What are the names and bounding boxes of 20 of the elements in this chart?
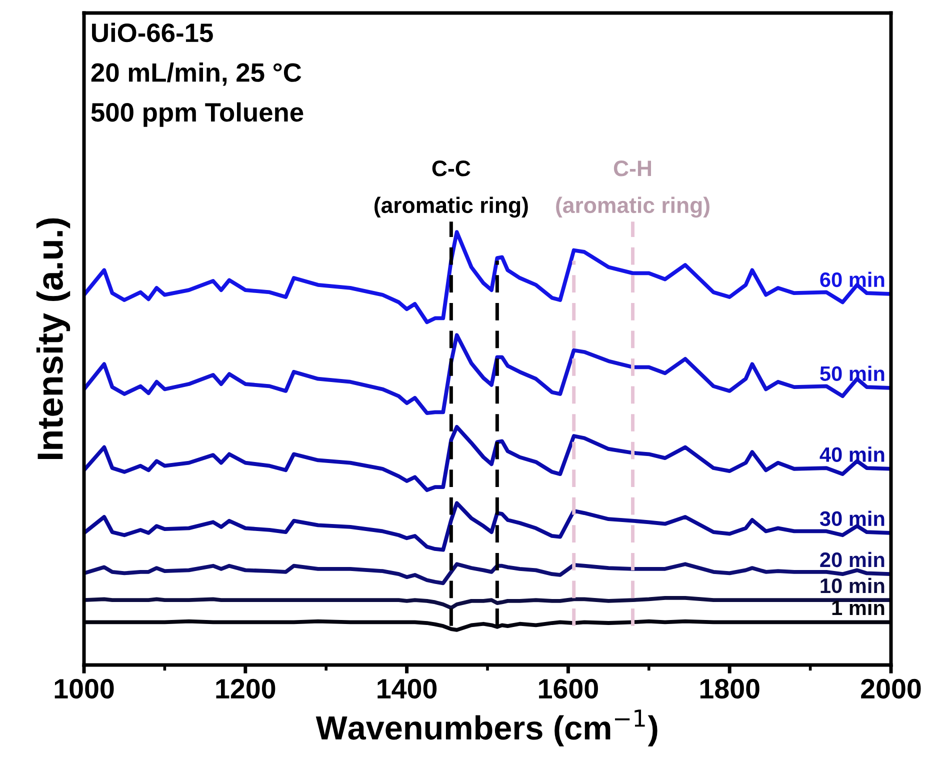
- series-label: 60 min: [820, 272, 884, 288]
- x-tick-label: 1800: [700, 678, 760, 699]
- series-label: 20 min: [820, 552, 884, 568]
- x-tick-label: 1200: [216, 678, 276, 699]
- x-tick-label: 1000: [54, 678, 114, 699]
- series-label: 1 min: [832, 600, 884, 616]
- series-label: 40 min: [820, 446, 884, 462]
- text: 500 ppm Toluene: [91, 102, 304, 127]
- y-axis-title: Intensity (a.u.): [36, 218, 70, 459]
- series-label: 30 min: [820, 510, 884, 526]
- text: 20 mL/min, 25 °C: [91, 62, 302, 86]
- x-tick-label: 1400: [378, 678, 437, 699]
- series-label: 50 min: [820, 366, 884, 382]
- x-axis-title: Wavenumbers (cm$^{−1}$): [316, 710, 658, 746]
- ref-line-label: C-C (aromatic ring): [374, 160, 528, 218]
- x-tick-label: 1600: [539, 678, 598, 699]
- series-label: 10 min: [820, 578, 884, 594]
- ref-line-label: C-H (aromatic ring): [556, 160, 710, 218]
- x-tick-label: 2000: [861, 678, 921, 699]
- text: UiO-66-15: [92, 22, 213, 42]
